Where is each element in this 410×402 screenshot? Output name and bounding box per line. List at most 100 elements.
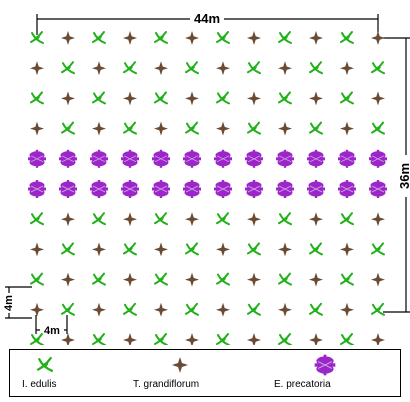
- plant-palm-icon: [276, 180, 294, 198]
- plant-cross-leaf-icon: [216, 333, 230, 345]
- plant-cross-leaf-icon: [30, 333, 44, 345]
- legend-item-e-precatoria: E. precatoria: [260, 350, 400, 396]
- plant-four-point-star-icon: [185, 272, 199, 287]
- right-label-bg: [400, 155, 410, 197]
- plant-palm-icon: [338, 180, 356, 198]
- plant-cross-leaf-icon: [340, 333, 354, 345]
- plant-cross-leaf-icon: [371, 242, 385, 256]
- plant-cross-leaf-icon: [278, 212, 292, 226]
- plant-four-point-star-icon: [309, 31, 323, 45]
- plant-cross-leaf-icon: [247, 242, 261, 256]
- plant-cross-leaf-icon: [92, 91, 106, 105]
- plot-area: 44m 36m 4m 4m: [2, 11, 410, 345]
- plant-cross-leaf-icon: [309, 242, 323, 256]
- plant-cross-leaf-icon: [154, 31, 168, 44]
- plant-cross-leaf-icon: [61, 302, 75, 316]
- plant-palm-icon: [214, 180, 232, 198]
- legend-label-e-precatoria: E. precatoria: [274, 379, 331, 390]
- plant-cross-leaf-icon: [340, 212, 354, 226]
- plant-cross-leaf-icon: [61, 61, 75, 75]
- plant-palm-icon: [59, 180, 77, 198]
- plant-four-point-star-icon: [309, 333, 323, 345]
- plant-cross-leaf-icon: [278, 31, 292, 44]
- plant-four-point-star-icon: [371, 91, 385, 106]
- plant-four-point-star-icon: [185, 333, 199, 345]
- plant-four-point-star-icon: [371, 272, 385, 287]
- plant-palm-icon: [369, 149, 387, 168]
- plant-cross-leaf-icon: [123, 242, 137, 256]
- plant-four-point-star-icon: [185, 91, 199, 106]
- plant-cross-leaf-icon: [216, 91, 230, 105]
- cross-leaf-icon: [36, 356, 54, 372]
- four-point-star-icon: [171, 356, 189, 374]
- plant-palm-icon: [183, 180, 201, 198]
- plant-four-point-star-icon: [123, 31, 137, 45]
- plant-cross-leaf-icon: [185, 121, 199, 135]
- plant-four-point-star-icon: [278, 242, 292, 257]
- plant-cross-leaf-icon: [340, 31, 354, 44]
- plant-four-point-star-icon: [371, 333, 385, 345]
- plant-four-point-star-icon: [30, 61, 44, 76]
- plant-four-point-star-icon: [61, 91, 75, 106]
- plant-palm-icon: [121, 180, 139, 198]
- plant-palm-icon: [276, 149, 294, 168]
- plant-cross-leaf-icon: [30, 31, 44, 44]
- plant-cross-leaf-icon: [340, 91, 354, 105]
- plant-cross-leaf-icon: [309, 61, 323, 75]
- plant-four-point-star-icon: [92, 302, 106, 317]
- plant-cross-leaf-icon: [123, 61, 137, 75]
- plant-four-point-star-icon: [340, 242, 354, 257]
- plant-cross-leaf-icon: [154, 212, 168, 226]
- plant-palm-icon: [338, 149, 356, 168]
- plant-four-point-star-icon: [216, 302, 230, 317]
- plant-four-point-star-icon: [309, 212, 323, 227]
- plant-cross-leaf-icon: [247, 302, 261, 316]
- plant-cross-leaf-icon: [92, 272, 106, 286]
- plant-palm-icon: [90, 180, 108, 198]
- plant-cross-leaf-icon: [92, 212, 106, 226]
- plant-four-point-star-icon: [247, 272, 261, 287]
- plant-four-point-star-icon: [92, 61, 106, 76]
- plant-four-point-star-icon: [216, 121, 230, 136]
- plant-cross-leaf-icon: [185, 61, 199, 75]
- plant-four-point-star-icon: [247, 91, 261, 106]
- plant-palm-icon: [121, 149, 139, 168]
- right-height-label: 36m: [397, 163, 410, 189]
- plant-four-point-star-icon: [154, 302, 168, 317]
- plant-cross-leaf-icon: [30, 91, 44, 105]
- plant-palm-icon: [307, 180, 325, 198]
- legend-label-t-grandiflorum: T. grandiflorum: [133, 379, 200, 390]
- dimension-lines: [5, 14, 410, 334]
- plant-palm-icon: [28, 149, 46, 168]
- plant-cross-leaf-icon: [216, 31, 230, 44]
- plant-four-point-star-icon: [61, 272, 75, 287]
- plant-four-point-star-icon: [30, 302, 44, 317]
- plant-cross-leaf-icon: [309, 302, 323, 316]
- plant-four-point-star-icon: [154, 61, 168, 76]
- plant-four-point-star-icon: [278, 61, 292, 76]
- plant-cross-leaf-icon: [92, 333, 106, 345]
- plant-four-point-star-icon: [92, 121, 106, 136]
- plant-cross-leaf-icon: [185, 302, 199, 316]
- plant-palm-icon: [214, 149, 232, 168]
- plant-palm-icon: [28, 180, 46, 198]
- legend-item-i-edulis: I. edulis: [10, 350, 130, 396]
- plant-palm-icon: [183, 149, 201, 168]
- spacing-horizontal-label: 4m: [44, 325, 60, 337]
- plant-cross-leaf-icon: [185, 242, 199, 256]
- plant-four-point-star-icon: [216, 242, 230, 257]
- spacing-vertical-label: 4m: [3, 295, 15, 311]
- plant-palm-icon: [152, 180, 170, 198]
- plant-four-point-star-icon: [340, 302, 354, 317]
- legend-item-t-grandiflorum: T. grandiflorum: [130, 350, 260, 396]
- plant-cross-leaf-icon: [278, 272, 292, 286]
- plant-four-point-star-icon: [371, 31, 385, 45]
- plant-four-point-star-icon: [247, 31, 261, 45]
- plant-cross-leaf-icon: [371, 61, 385, 75]
- plant-cross-leaf-icon: [309, 121, 323, 135]
- plant-cross-leaf-icon: [216, 212, 230, 226]
- top-width-label: 44m: [194, 11, 220, 26]
- plant-cross-leaf-icon: [371, 302, 385, 316]
- plant-cross-leaf-icon: [123, 121, 137, 135]
- plant-cross-leaf-icon: [154, 272, 168, 286]
